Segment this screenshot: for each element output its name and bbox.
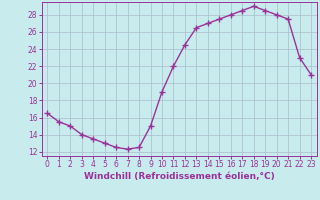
- X-axis label: Windchill (Refroidissement éolien,°C): Windchill (Refroidissement éolien,°C): [84, 172, 275, 181]
